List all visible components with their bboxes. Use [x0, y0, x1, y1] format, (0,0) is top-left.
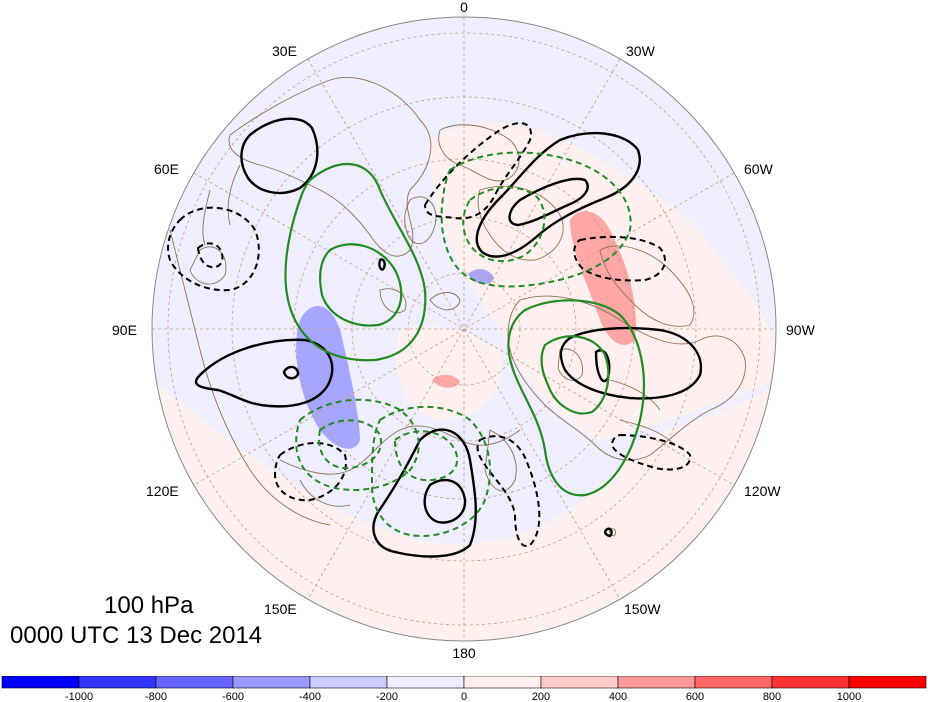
green-solid-contours	[284, 162, 646, 497]
colorbar-tick-label: -800	[145, 691, 167, 702]
valid-time-title: 0000 UTC 13 Dec 2014	[10, 622, 263, 649]
colorbar-swatch	[463, 676, 542, 689]
longitude-label-90e: 90E	[112, 322, 137, 338]
longitude-label-60e: 60E	[154, 161, 179, 177]
colorbar-swatch	[771, 676, 850, 689]
colorbar-swatches	[1, 676, 927, 689]
colorbar-swatch	[694, 676, 773, 689]
polar-stereographic-map: 0 30W 60W 90W 120W 150W 180 150E 120E 90…	[112, 0, 816, 661]
longitude-label-0: 0	[460, 0, 468, 15]
colorbar-tick-label: 600	[686, 691, 704, 702]
longitude-label-30e: 30E	[272, 43, 297, 59]
colorbar-swatch	[155, 676, 234, 689]
pressure-level-title: 100 hPa	[104, 592, 194, 619]
longitude-label-60w: 60W	[744, 161, 774, 177]
colorbar-tick-label: 1000	[837, 691, 861, 702]
colorbar: -1000 -800 -600 -400 -200 0 200 400 600 800 1000	[1, 676, 927, 702]
longitude-label-120e: 120E	[146, 483, 179, 499]
longitude-label-90w: 90W	[786, 322, 816, 338]
colorbar-swatch	[78, 676, 157, 689]
colorbar-tick-label: -400	[299, 691, 321, 702]
colorbar-swatch	[1, 676, 80, 689]
colorbar-tick-label: 200	[532, 691, 550, 702]
colorbar-tick-label: 800	[763, 691, 781, 702]
colorbar-tick-label: 400	[609, 691, 627, 702]
green-dashed-contours	[295, 151, 632, 537]
longitude-label-150w: 150W	[624, 601, 661, 617]
black-solid-contours	[194, 117, 703, 558]
coastlines	[169, 76, 746, 537]
colorbar-swatch	[540, 676, 619, 689]
colorbar-swatch	[232, 676, 311, 689]
black-dashed-contours	[167, 122, 692, 547]
colorbar-swatch	[309, 676, 388, 689]
positive-anomaly-shade-siberia	[432, 374, 460, 388]
colorbar-tick-label: 0	[461, 691, 467, 702]
longitude-label-120w: 120W	[744, 483, 781, 499]
colorbar-tick-label: -1000	[65, 691, 93, 702]
longitude-label-180: 180	[452, 645, 476, 661]
positive-anomaly-region-center	[396, 326, 502, 420]
colorbar-swatch	[386, 676, 465, 689]
colorbar-tick-label: -200	[376, 691, 398, 702]
positive-anomaly-shade-canada	[570, 211, 636, 345]
longitude-label-30w: 30W	[626, 43, 656, 59]
colorbar-tick-labels: -1000 -800 -600 -400 -200 0 200 400 600 800 1000	[65, 691, 861, 702]
longitude-label-150e: 150E	[264, 601, 297, 617]
colorbar-swatch	[848, 676, 927, 689]
colorbar-tick-label: -600	[222, 691, 244, 702]
map-disk-outline	[151, 16, 777, 642]
colorbar-swatch	[617, 676, 696, 689]
